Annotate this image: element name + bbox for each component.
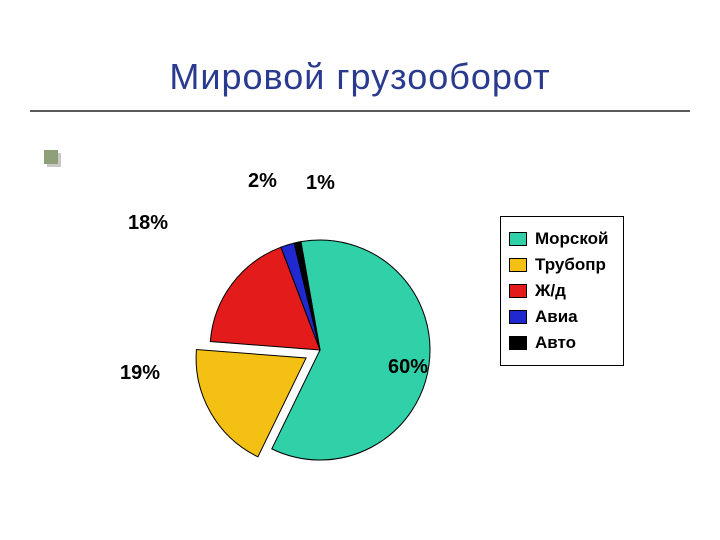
pie-chart: 60%19%18%2%1% [130,170,490,470]
legend-label: Авиа [535,307,578,327]
legend-item: Трубопр [509,255,609,275]
legend-label: Трубопр [535,255,606,275]
pie-data-label: 60% [388,356,428,379]
slide-title-wrap: Мировой грузооборот [0,56,720,98]
legend-label: Морской [535,229,609,249]
legend-label: Ж/д [535,281,566,301]
pie-data-label: 18% [128,212,168,235]
legend-swatch [509,336,527,350]
legend-swatch [509,258,527,272]
legend-swatch [509,310,527,324]
chart-legend: Морской Трубопр Ж/д Авиа Авто [500,216,624,366]
bullet-icon [44,150,58,164]
pie-data-label: 1% [306,172,335,195]
legend-item: Авто [509,333,609,353]
title-underline [30,110,690,112]
legend-item: Ж/д [509,281,609,301]
legend-swatch [509,232,527,246]
pie-data-label: 19% [120,362,160,385]
legend-label: Авто [535,333,576,353]
pie-data-label: 2% [248,170,277,193]
pie-svg [170,200,470,500]
legend-item: Морской [509,229,609,249]
legend-item: Авиа [509,307,609,327]
slide-title: Мировой грузооборот [169,56,550,97]
legend-swatch [509,284,527,298]
